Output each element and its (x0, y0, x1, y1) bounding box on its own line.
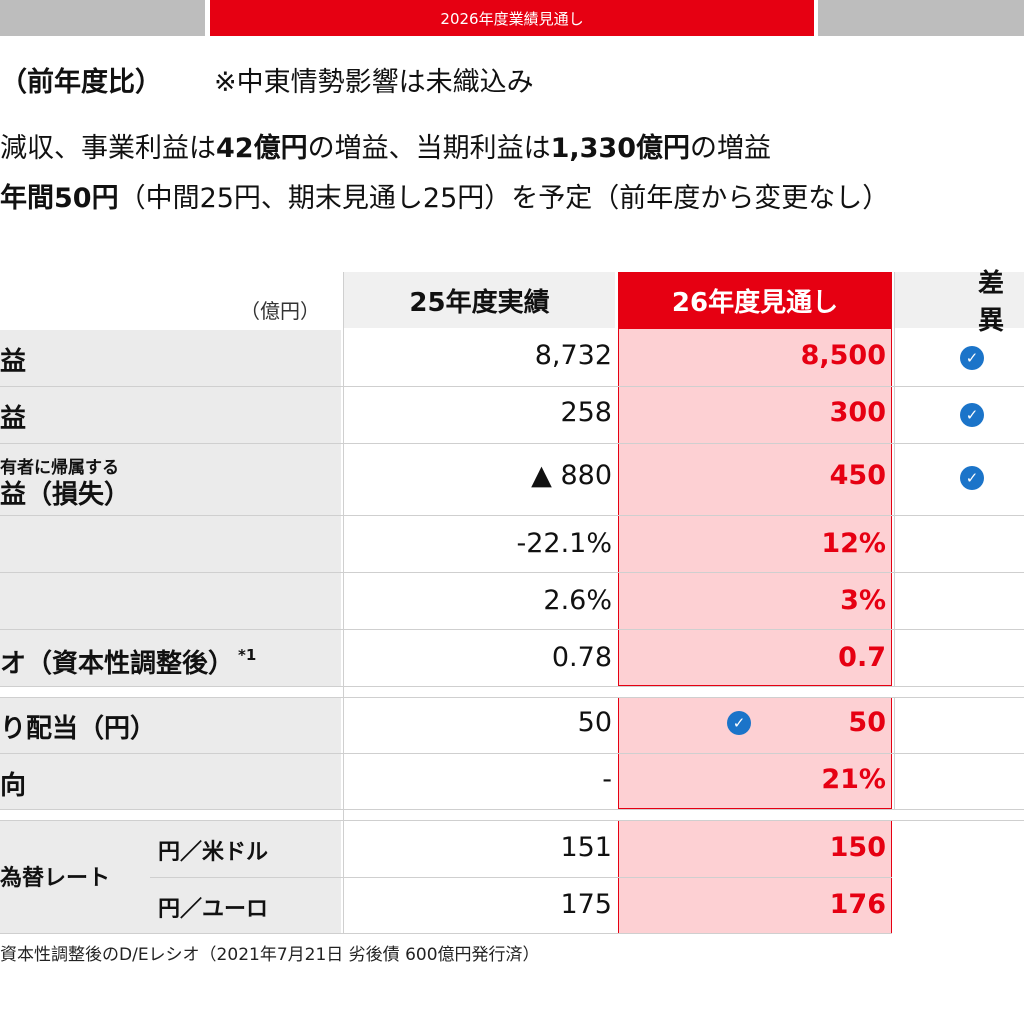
forecast-usd: 150 (829, 832, 886, 863)
headline-2-d: 1,330億円 (550, 133, 690, 164)
unit-label: （億円） (240, 299, 320, 323)
check-circle-icon: ✓ (960, 466, 984, 490)
top-bar: 2026年度業績見通し (0, 0, 1024, 36)
row-label-bg-group1 (0, 330, 341, 686)
check-circle-icon: ✓ (727, 711, 751, 735)
actual-net-profit: ▲ 880 (531, 460, 612, 491)
forecast-business-profit: 300 (829, 397, 886, 428)
actual-roa: 2.6% (543, 585, 612, 616)
forecast-net-profit: 450 (829, 460, 886, 491)
check-circle-icon: ✓ (960, 403, 984, 427)
column-header-diff: 差異 (895, 269, 1024, 336)
actual-roe: -22.1% (516, 528, 612, 559)
row-label-revenue: 益 (0, 347, 27, 377)
actual-revenue: 8,732 (534, 340, 612, 371)
column-header-forecast: 26年度見通し (618, 272, 892, 328)
row-label-fx: 為替レート (0, 866, 111, 891)
row-label-dividend: り配当（円） (0, 714, 157, 744)
forecast-de-ratio: 0.7 (838, 642, 886, 673)
headline-2: 減収、事業利益は42億円の増益、当期利益は1,330億円の増益 (0, 126, 771, 165)
check-circle-icon: ✓ (960, 346, 984, 370)
headline-2-a: 減収、事業利益は (0, 133, 216, 164)
row-label-payout: 向 (0, 771, 27, 801)
headline-3: 年間50円（中間25円、期末見通し25円）を予定（前年度から変更なし） (0, 176, 889, 215)
actual-usd: 151 (560, 832, 612, 863)
footnote: 資本性調整後のD/Eレシオ（2021年7月21日 劣後債 600億円発行済） (0, 945, 540, 965)
headline-3-a: 年間50円 (0, 183, 119, 214)
actual-dividend: 50 (577, 707, 612, 738)
top-tab-right (818, 0, 1024, 36)
top-tab-label: 2026年度業績見通し (440, 9, 584, 28)
row-label-net-profit: 益（損失） (0, 480, 131, 510)
headline-1: （前年度比） ※中東情勢影響は未織込み (0, 60, 534, 99)
headline-1-a: （前年度比） (0, 67, 162, 98)
actual-de-ratio: 0.78 (551, 642, 612, 673)
headline-2-c: の増益、当期利益は (307, 133, 551, 164)
row-label-net-profit-small: 有者に帰属する (0, 458, 119, 478)
column-header-actual: 25年度実績 (344, 272, 615, 328)
row-label-business-profit: 益 (0, 404, 27, 434)
actual-eur: 175 (560, 889, 612, 920)
row-label-eur: 円／ユーロ (158, 897, 269, 922)
headline-1-b: ※中東情勢影響は未織込み (214, 67, 534, 98)
row-label-bg-group3 (0, 820, 341, 933)
row-label-de-ratio: オ（資本性調整後） *1 (0, 643, 256, 680)
row-label-usd: 円／米ドル (158, 840, 269, 865)
top-tab-active: 2026年度業績見通し (210, 0, 814, 36)
forecast-roa: 3% (840, 585, 886, 616)
actual-payout: - (602, 764, 612, 795)
forecast-eur: 176 (829, 889, 886, 920)
forecast-dividend: 50 (848, 707, 886, 738)
footnote-marker: *1 (238, 646, 257, 664)
top-tab-left (0, 0, 205, 36)
forecast-roe: 12% (821, 528, 886, 559)
row-label-de-ratio-text: オ（資本性調整後） (0, 649, 235, 679)
actual-business-profit: 258 (560, 397, 612, 428)
headline-2-b: 42億円 (216, 133, 308, 164)
headline-2-e: の増益 (689, 133, 771, 164)
forecast-revenue: 8,500 (800, 340, 886, 371)
forecast-payout: 21% (821, 764, 886, 795)
forecast-box-group1 (618, 328, 892, 686)
headline-3-b: （中間25円、期末見通し25円）を予定（前年度から変更なし） (118, 183, 890, 214)
